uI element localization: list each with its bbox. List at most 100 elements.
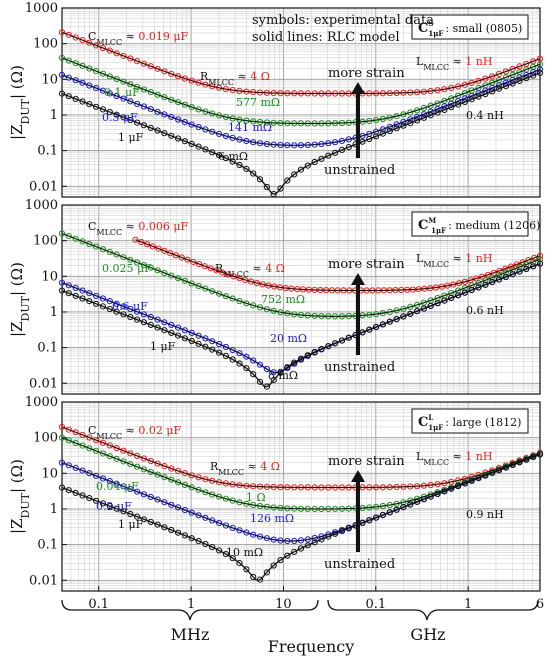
data-point — [134, 452, 141, 459]
annotation-value: 4 Ω — [265, 262, 285, 275]
data-point — [181, 532, 188, 539]
data-point — [140, 319, 147, 326]
data-point — [154, 316, 161, 323]
data-point — [461, 480, 468, 487]
size-badge-box — [411, 408, 529, 434]
data-point — [209, 288, 216, 295]
data-point — [516, 77, 523, 85]
data-point — [345, 144, 352, 151]
annotation-value: 1 nH — [465, 252, 492, 265]
data-point — [86, 240, 93, 248]
markers-black — [58, 260, 544, 390]
data-point — [304, 352, 311, 359]
data-point — [475, 77, 482, 84]
annotation-symbol: R — [210, 460, 219, 473]
annotation-value: 4 Ω — [250, 70, 270, 83]
y-label-sub: DUT — [19, 295, 32, 321]
data-point — [420, 114, 427, 121]
data-point — [140, 122, 147, 129]
data-point — [311, 534, 318, 542]
strain-arrow-head — [351, 470, 365, 482]
data-point — [202, 146, 209, 153]
data-point — [207, 265, 214, 272]
data-point — [147, 468, 154, 475]
data-point — [161, 269, 168, 277]
legend-box: symbols: experimental data solid lines: R… — [252, 13, 434, 45]
y-label-main: |Z — [8, 518, 26, 533]
data-point — [427, 108, 434, 115]
y-tick-label: 1000 — [25, 395, 58, 410]
data-point — [195, 123, 202, 131]
data-point — [250, 357, 257, 364]
data-point — [441, 488, 448, 495]
data-point — [248, 278, 255, 285]
annotation-approx: ≈ — [122, 30, 138, 43]
x-tick-label: 1 — [464, 597, 472, 612]
data-point — [106, 90, 113, 97]
data-point — [195, 106, 202, 113]
data-point — [523, 265, 530, 272]
data-point — [536, 66, 544, 73]
data-point — [120, 254, 127, 261]
data-point — [120, 114, 127, 121]
data-point — [65, 437, 72, 444]
badge-text: : small (0805) — [445, 22, 522, 35]
x-tick-label: 10 — [275, 597, 292, 612]
data-point — [134, 100, 141, 108]
data-point — [79, 287, 86, 294]
y-label-unit: | (Ω) — [8, 65, 26, 99]
data-point — [161, 463, 168, 470]
data-point — [120, 458, 127, 465]
data-point — [106, 502, 113, 510]
data-point — [482, 281, 489, 288]
data-point — [311, 158, 318, 166]
data-point — [489, 88, 496, 95]
data-point — [216, 493, 223, 500]
data-point — [461, 81, 468, 88]
annotation-sub: MLCC — [423, 63, 449, 72]
data-point — [427, 493, 434, 500]
data-point — [236, 350, 243, 357]
data-point — [134, 83, 141, 91]
data-point — [209, 110, 216, 117]
data-point — [168, 476, 175, 483]
badge-sub: 1μF — [431, 226, 446, 235]
data-point — [455, 292, 462, 299]
data-point — [427, 112, 434, 119]
unstrained-label: unstrained — [324, 163, 395, 178]
data-point — [222, 155, 229, 162]
data-point — [154, 460, 161, 467]
data-point — [161, 474, 168, 481]
data-point — [106, 73, 113, 80]
data-point — [140, 491, 147, 498]
annotation-symbol: C — [88, 424, 96, 437]
data-point — [93, 103, 100, 110]
data-point — [181, 277, 188, 284]
annotation-approx: ≈ — [449, 55, 465, 68]
data-point — [291, 171, 298, 178]
data-point — [120, 303, 127, 310]
annotation-sub: MLCC — [96, 228, 122, 237]
annotation-value: 0.006 μF — [138, 220, 188, 233]
data-point — [120, 95, 127, 102]
data-point — [236, 527, 243, 534]
markers-black — [58, 451, 544, 583]
data-point — [86, 101, 93, 108]
data-point — [181, 335, 188, 342]
data-point — [161, 68, 168, 75]
annotation: 0.9 nH — [466, 508, 504, 521]
data-point — [113, 480, 120, 487]
data-point — [222, 551, 229, 558]
strain-arrow-head — [351, 273, 365, 285]
data-point — [229, 158, 236, 165]
data-point — [72, 292, 79, 299]
data-point — [140, 311, 147, 318]
data-point — [236, 275, 243, 282]
data-point — [216, 112, 223, 119]
data-point — [516, 264, 523, 271]
data-point — [455, 83, 462, 90]
data-point — [79, 62, 86, 69]
data-point — [475, 90, 482, 97]
